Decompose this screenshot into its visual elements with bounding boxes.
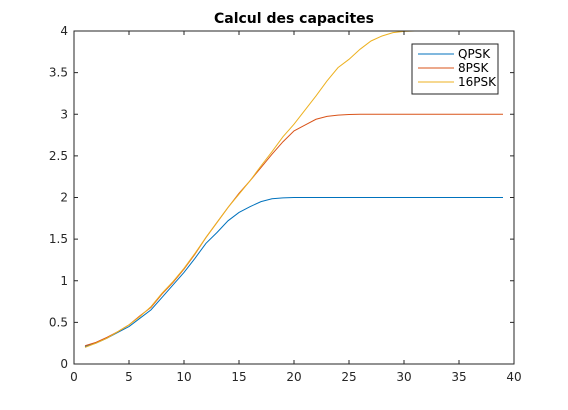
series-line-8psk <box>84 113 503 347</box>
y-tick-label: 0 <box>60 357 68 371</box>
x-tick-label: 20 <box>286 370 301 384</box>
y-tick-label: 2.5 <box>49 149 68 163</box>
y-tick-label: 4 <box>60 24 68 38</box>
legend-label-16psk: 16PSK <box>458 75 497 89</box>
chart-title: Calcul des capacites <box>214 11 374 27</box>
legend-label-qpsk: QPSK <box>458 47 491 61</box>
axes: 0 5 10 15 20 25 30 35 40 0 0.5 1 1.5 2 2.5 3 3.5 4 <box>49 24 522 384</box>
y-tick-label: 3 <box>60 107 68 121</box>
series-line-qpsk <box>84 197 503 347</box>
y-tick-label: 0.5 <box>49 315 68 329</box>
y-tick-label: 1.5 <box>49 232 68 246</box>
x-tick-label: 0 <box>70 370 78 384</box>
x-tick-label: 5 <box>125 370 133 384</box>
x-tick-label: 10 <box>176 370 191 384</box>
x-tick-label: 40 <box>506 370 521 384</box>
y-tick-label: 3.5 <box>49 66 68 80</box>
x-tick-label: 35 <box>451 370 466 384</box>
x-tick-label: 15 <box>231 370 246 384</box>
x-tick-label: 30 <box>396 370 411 384</box>
y-tick-label: 2 <box>60 191 68 205</box>
legend-label-8psk: 8PSK <box>458 61 489 75</box>
legend-box <box>411 43 499 95</box>
y-tick-label: 1 <box>60 274 68 288</box>
x-tick-label: 25 <box>341 370 356 384</box>
